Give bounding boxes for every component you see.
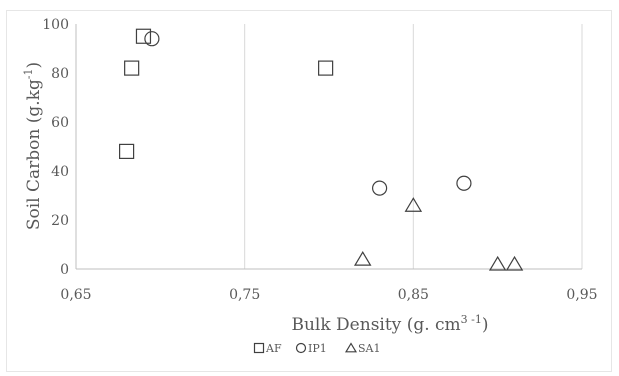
gridlines — [244, 24, 583, 269]
x-tick-label: 0,65 — [60, 287, 91, 303]
point-af — [118, 143, 135, 159]
y-tick-label: 80 — [51, 66, 69, 82]
data-points — [118, 28, 524, 271]
y-tick-label: 0 — [60, 262, 69, 278]
point-sa1 — [404, 197, 423, 212]
point-sa1 — [505, 255, 524, 271]
point-sa1 — [353, 251, 372, 266]
x-tick-label: 0,95 — [566, 287, 597, 303]
axes — [75, 24, 582, 270]
x-tick-label: 0,85 — [398, 287, 429, 303]
legend-marker-ip1 — [295, 342, 307, 354]
legend-label: IP1 — [308, 342, 327, 355]
legend-entry-af: AF — [253, 342, 282, 355]
legend-label: SA1 — [358, 342, 380, 355]
point-af — [318, 60, 334, 76]
legend-entry-ip1: IP1 — [295, 342, 327, 355]
y-tick-label: 100 — [42, 17, 69, 33]
y-tick-label: 20 — [51, 213, 69, 229]
x-tick-label: 0,75 — [229, 287, 260, 303]
y-axis-label: Soil Carbon (g.kg-1) — [22, 62, 44, 230]
point-ip1 — [372, 180, 388, 196]
point-ip1 — [456, 175, 472, 191]
x-axis-label: Bulk Density (g. cm3 -1) — [291, 313, 488, 335]
legend-marker-af — [253, 342, 265, 354]
legend-label: AF — [265, 342, 282, 355]
point-af — [124, 60, 140, 76]
point-af — [135, 28, 152, 44]
chart-frame — [6, 10, 612, 372]
y-tick-labels: 0 20 40 60 80 100 — [42, 17, 69, 278]
legend-marker-sa1 — [344, 342, 358, 353]
point-ip1 — [144, 31, 160, 47]
y-tick-label: 40 — [51, 164, 69, 180]
legend: AF IP1 SA1 — [253, 342, 380, 355]
point-sa1 — [488, 255, 507, 271]
y-tick-label: 60 — [51, 115, 69, 131]
x-tick-labels: 0,65 0,75 0,85 0,95 — [60, 287, 597, 303]
legend-entry-sa1: SA1 — [344, 342, 380, 355]
